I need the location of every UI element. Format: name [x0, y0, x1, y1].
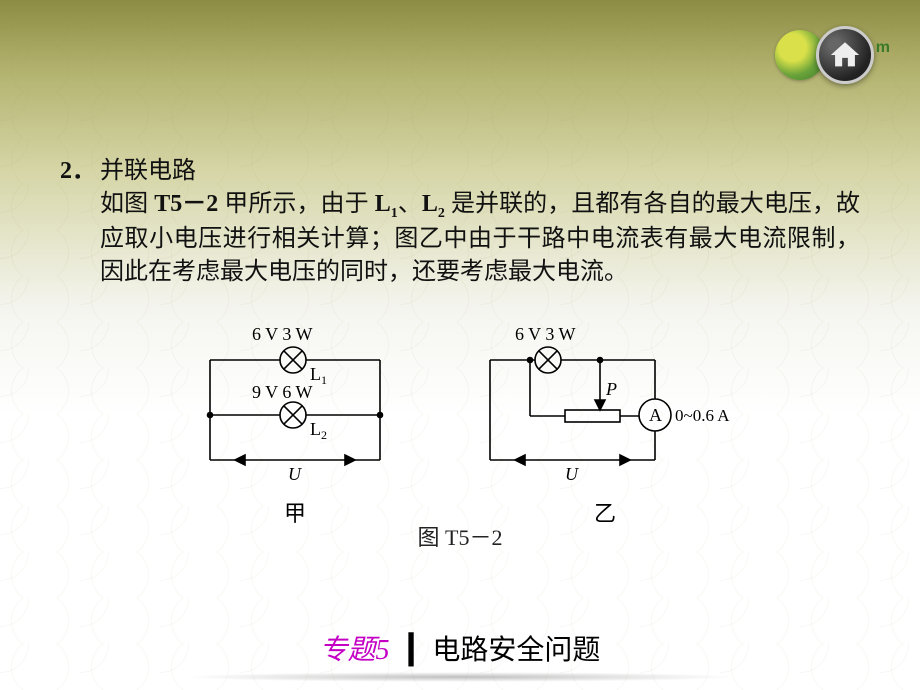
home-icon: [828, 38, 862, 72]
footer-title: 电路安全问题: [432, 634, 600, 665]
svg-text:L2: L2: [310, 419, 327, 442]
svg-text:9 V 6 W: 9 V 6 W: [252, 382, 313, 402]
home-button[interactable]: [816, 26, 874, 84]
footer-topic: 专题5: [320, 635, 390, 666]
svg-text:6 V 3 W: 6 V 3 W: [252, 324, 313, 344]
footer: 专题5 ┃ 电路安全问题: [0, 628, 920, 668]
figures-row: 6 V 3 W L1 9 V 6 W L2 U 甲: [0, 320, 920, 528]
svg-text:0~0.6 A: 0~0.6 A: [675, 406, 730, 425]
svg-text:U: U: [565, 464, 579, 484]
svg-text:U: U: [288, 464, 302, 484]
svg-text:6 V 3 W: 6 V 3 W: [515, 324, 576, 344]
content-block: 2． 并联电路 如图 T5－2 甲所示，由于 L1、L2 是并联的，且都有各自的…: [60, 155, 860, 289]
svg-text:L1: L1: [310, 364, 327, 387]
figure-a: 6 V 3 W L1 9 V 6 W L2 U 甲: [180, 320, 410, 528]
item-heading: 并联电路: [100, 155, 860, 188]
footer-shadow: [180, 672, 740, 682]
logo-text-suffix: m: [876, 39, 890, 56]
footer-separator: ┃: [403, 634, 420, 665]
svg-text:P: P: [605, 379, 617, 399]
svg-text:A: A: [649, 405, 662, 425]
item-number: 2．: [60, 155, 100, 289]
figure-b: 6 V 3 W P A 0~0.6 A U 乙: [470, 320, 740, 528]
figure-ref: T5－2: [154, 191, 218, 217]
figure-caption: 图 T5－2: [0, 520, 920, 552]
item-paragraph: 如图 T5－2 甲所示，由于 L1、L2 是并联的，且都有各自的最大电压，故应取…: [100, 188, 860, 289]
